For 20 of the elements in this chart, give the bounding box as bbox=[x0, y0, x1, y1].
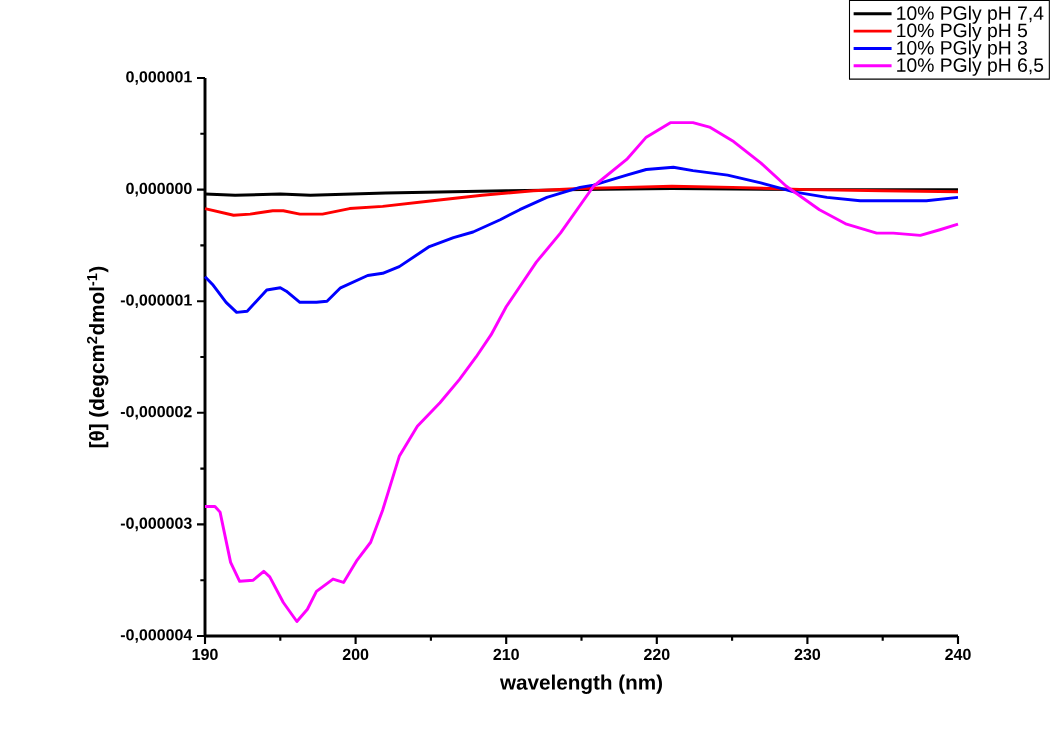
y-tick-label: -0,000001 bbox=[120, 294, 192, 309]
x-tick-label: 230 bbox=[794, 648, 821, 661]
legend-label: 10% PGly pH 3 bbox=[897, 40, 1028, 59]
x-axis-title: wavelength (nm) bbox=[499, 674, 662, 694]
legend-label: 10% PGly pH 7,4 bbox=[897, 5, 1044, 24]
x-tick-label: 240 bbox=[945, 648, 971, 661]
y-axis-title: [θ] (degcm$^{2}$dmol$^{-1}$) bbox=[86, 266, 109, 448]
y-tick-label: 0,000000 bbox=[126, 182, 192, 197]
y-tick-label: 0,000001 bbox=[126, 71, 192, 85]
x-tick-label: 220 bbox=[644, 648, 670, 661]
y-tick-label: -0,000003 bbox=[120, 517, 192, 532]
legend-label: 10% PGly pH 6,5 bbox=[897, 57, 1044, 76]
y-tick-label: -0,000002 bbox=[120, 405, 192, 420]
x-tick-label: 200 bbox=[342, 648, 369, 661]
line-series bbox=[203, 121, 960, 623]
legend-label: 10% PGly pH 5 bbox=[897, 23, 1028, 42]
line-series bbox=[203, 184, 960, 217]
x-tick-label: 210 bbox=[493, 648, 519, 661]
x-tick-label: 190 bbox=[192, 648, 218, 661]
y-tick-label: -0,000004 bbox=[120, 629, 193, 643]
